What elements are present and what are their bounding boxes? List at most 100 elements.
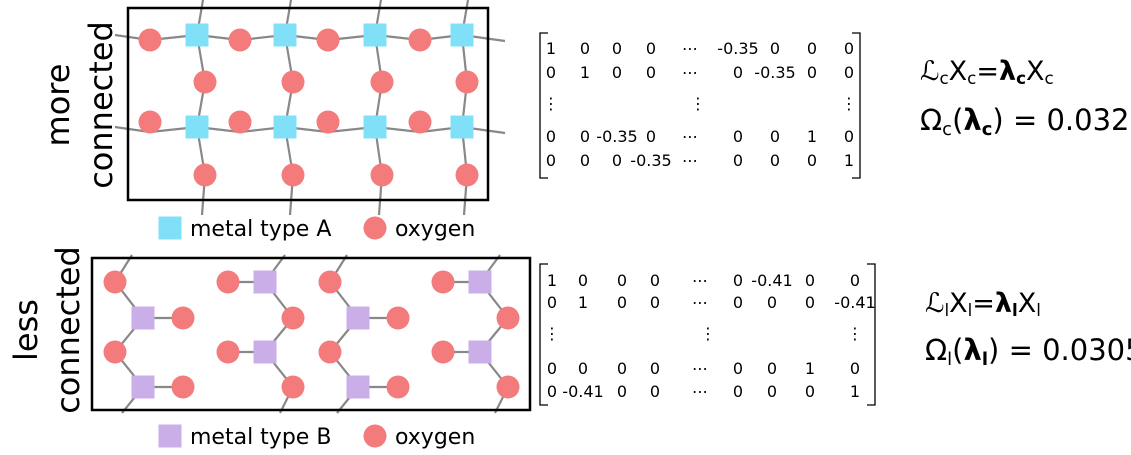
oxygen-atom xyxy=(456,71,479,94)
matrix-cell: 0 xyxy=(580,39,590,58)
oxygen-atom xyxy=(432,271,455,294)
matrix-cell: ⋮ xyxy=(841,94,857,113)
matrix-cell: 0 xyxy=(547,359,557,378)
matrix-cell: -0.35 xyxy=(596,127,637,146)
eigen-equation: ℒlXl=λlXl xyxy=(925,288,1041,320)
oxygen-atom xyxy=(282,376,305,399)
oxygen-atom xyxy=(317,29,340,52)
matrix-cell: 0 xyxy=(646,39,656,58)
matrix-cell: 0 xyxy=(617,359,627,378)
equation-part: = xyxy=(972,288,995,319)
matrix-cell: ⋯ xyxy=(692,293,708,312)
oxygen-atom xyxy=(319,341,342,364)
oxygen-atom xyxy=(172,376,195,399)
oxygen-atom xyxy=(409,111,432,134)
matrix-cell: -0.41 xyxy=(834,293,875,312)
oxygen-atom xyxy=(317,111,340,134)
equation-part: Ω xyxy=(925,333,947,367)
matrix-cell: 0 xyxy=(546,127,556,146)
omega-equation: Ωc(λc) = 0.0326 xyxy=(920,103,1131,140)
matrix-cell: ⋯ xyxy=(682,127,698,146)
matrix-cell: ⋯ xyxy=(682,63,698,82)
metal-atom xyxy=(132,376,155,399)
metal-atom xyxy=(451,116,474,139)
oxygen-atom xyxy=(139,111,162,134)
matrix-cell: 0 xyxy=(650,293,660,312)
matrix-cell: ⋮ xyxy=(847,324,863,343)
metal-atom xyxy=(364,116,387,139)
matrix-cell: 0 xyxy=(650,271,660,290)
oxygen-atom xyxy=(364,425,387,448)
matrix-cell: 0 xyxy=(767,293,777,312)
matrix-cell: ⋮ xyxy=(544,324,560,343)
matrix-cell: 1 xyxy=(805,359,815,378)
oxygen-atom xyxy=(139,29,162,52)
matrix-cell: 0 xyxy=(580,127,590,146)
matrix-cell: 0 xyxy=(805,271,815,290)
matrix-cell: 0 xyxy=(807,151,817,170)
figure: moreconnectedmetal type Aoxygen1000⋯-0.3… xyxy=(0,0,1131,455)
equation-part: ) xyxy=(992,103,1003,137)
matrix-cell: 0 xyxy=(617,271,627,290)
equation-part: = 0.0305 xyxy=(999,333,1131,367)
matrix-cell: -0.35 xyxy=(717,39,758,58)
equation-part: λ xyxy=(963,103,981,137)
legend-label: metal type B xyxy=(190,425,331,450)
matrix-cell: 0 xyxy=(646,63,656,82)
matrix-cell: 0 xyxy=(733,382,743,401)
oxygen-atom xyxy=(387,376,410,399)
equation-part: c xyxy=(939,68,948,88)
legend-label: oxygen xyxy=(395,217,475,242)
matrix-cell: ⋯ xyxy=(682,39,698,58)
equation-part: λ xyxy=(995,288,1012,319)
matrix-cell: 0 xyxy=(770,39,780,58)
matrix-cell: 0 xyxy=(850,271,860,290)
matrix-cell: 0 xyxy=(770,127,780,146)
matrix-cell: 0 xyxy=(733,151,743,170)
matrix-cell: 0 xyxy=(546,151,556,170)
metal-atom xyxy=(347,307,370,330)
matrix-cell: ⋯ xyxy=(682,151,698,170)
oxygen-atom xyxy=(229,29,252,52)
legend-label: metal type A xyxy=(190,217,331,242)
matrix-cell: 1 xyxy=(580,63,590,82)
equation-part: ) xyxy=(988,333,999,367)
matrix-cell: ⋮ xyxy=(690,94,706,113)
oxygen-atom xyxy=(364,217,387,240)
matrix-cell: 1 xyxy=(578,293,588,312)
matrix-cell: 0 xyxy=(612,151,622,170)
panel-label: connected xyxy=(49,246,87,414)
equation-part: λ xyxy=(964,333,982,367)
metal-atom xyxy=(364,24,387,47)
equation-part: = xyxy=(976,56,999,87)
equation-part: X xyxy=(949,56,968,87)
equation-part: c xyxy=(982,119,993,140)
matrix-cell: 0 xyxy=(578,359,588,378)
metal-atom xyxy=(159,217,182,240)
matrix-cell: 0 xyxy=(650,382,660,401)
oxygen-atom xyxy=(282,164,305,187)
oxygen-atom xyxy=(104,341,127,364)
matrix-cell: ⋯ xyxy=(692,359,708,378)
metal-atom xyxy=(347,376,370,399)
matrix-cell: -0.41 xyxy=(751,271,792,290)
matrix-cell: 0 xyxy=(733,359,743,378)
matrix-cell: 0 xyxy=(844,63,854,82)
matrix-cell: 1 xyxy=(850,382,860,401)
matrix-cell: ⋯ xyxy=(692,271,708,290)
matrix-cell: 0 xyxy=(617,382,627,401)
metal-atom xyxy=(451,24,474,47)
equation-part: X xyxy=(1026,56,1045,87)
oxygen-atom xyxy=(497,307,520,330)
matrix-cell: 0 xyxy=(733,271,743,290)
matrix-cell: 0 xyxy=(805,382,815,401)
equation-part: c xyxy=(1045,68,1054,88)
oxygen-atom xyxy=(217,341,240,364)
metal-atom xyxy=(469,271,492,294)
metal-atom xyxy=(274,116,297,139)
equation-part: l xyxy=(1036,300,1041,320)
equation-part: ( xyxy=(952,103,963,137)
matrix-cell: 0 xyxy=(844,39,854,58)
oxygen-atom xyxy=(172,307,195,330)
panel-label: connected xyxy=(82,21,120,189)
